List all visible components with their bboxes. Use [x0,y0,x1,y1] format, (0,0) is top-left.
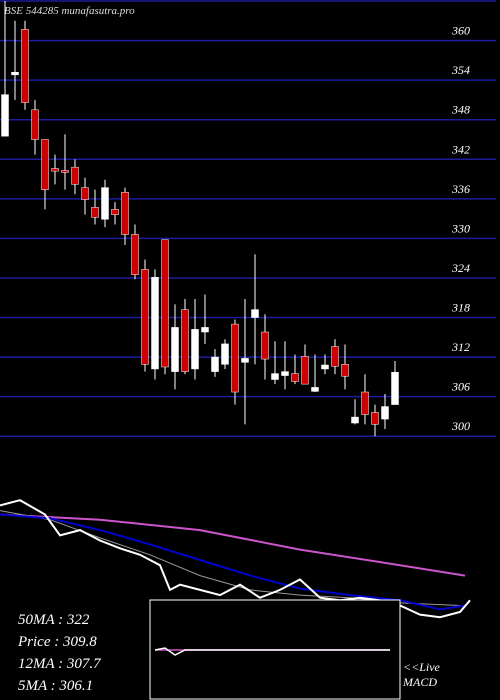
candle-body [191,329,199,370]
macd-label: <<Live [403,660,441,674]
info-text: 5MA : 306.1 [18,678,93,694]
candle-body [331,346,339,367]
candle-body [31,109,39,140]
indicator-line [0,513,466,577]
y-tick-label: 324 [451,261,470,275]
y-tick-label: 318 [451,301,470,315]
macd-label: MACD [402,675,437,689]
candle-body [371,412,379,425]
info-text: 50MA : 322 [18,612,90,628]
candle-body [341,364,349,377]
y-tick-label: 348 [451,103,470,117]
candle-body [11,71,19,76]
candle-body [311,387,319,392]
candle-body [301,356,309,385]
candle-body [121,191,129,235]
candle-body [211,356,219,372]
candle-body [321,364,329,370]
candle-body [101,187,109,220]
candle-body [41,139,49,190]
candle-body [271,373,279,380]
candle-body [291,373,299,382]
y-tick-label: 354 [451,63,470,77]
indicator-line [0,513,466,611]
candle-body [351,416,359,424]
macd-line [154,647,390,656]
candle-body [91,207,99,218]
candle-body [51,168,59,172]
info-text: 12MA : 307.7 [18,656,102,672]
candle-body [251,309,259,318]
candle-body [201,327,209,333]
candle-body [281,371,289,376]
candle-body [181,309,189,372]
candle-body [241,358,249,363]
y-tick-label: 312 [451,340,470,354]
candle-body [81,187,89,200]
candle-body [111,209,119,215]
info-text: Price : 309.8 [17,634,97,650]
candle-body [261,331,269,360]
candle-body [171,327,179,372]
candle-body [151,277,159,370]
candle-body [221,343,229,365]
candle-body [21,29,29,103]
candle-body [1,94,9,137]
indicator-line [0,510,461,606]
candle-body [231,323,239,393]
y-tick-label: 306 [451,380,470,394]
candle-body [141,269,149,365]
candle-body [61,170,69,173]
candle-body [391,372,399,405]
candle-body [361,391,369,415]
chart-title: BSE 544285 munafasutra.pro [4,5,135,17]
y-tick-label: 330 [451,221,470,235]
candle-body [131,234,139,275]
candle-body [71,166,79,185]
y-tick-label: 360 [451,24,470,38]
y-tick-label: 300 [451,419,470,433]
candle-body [381,406,389,420]
y-tick-label: 336 [451,182,470,196]
candle-body [161,239,169,368]
y-tick-label: 342 [451,142,470,156]
